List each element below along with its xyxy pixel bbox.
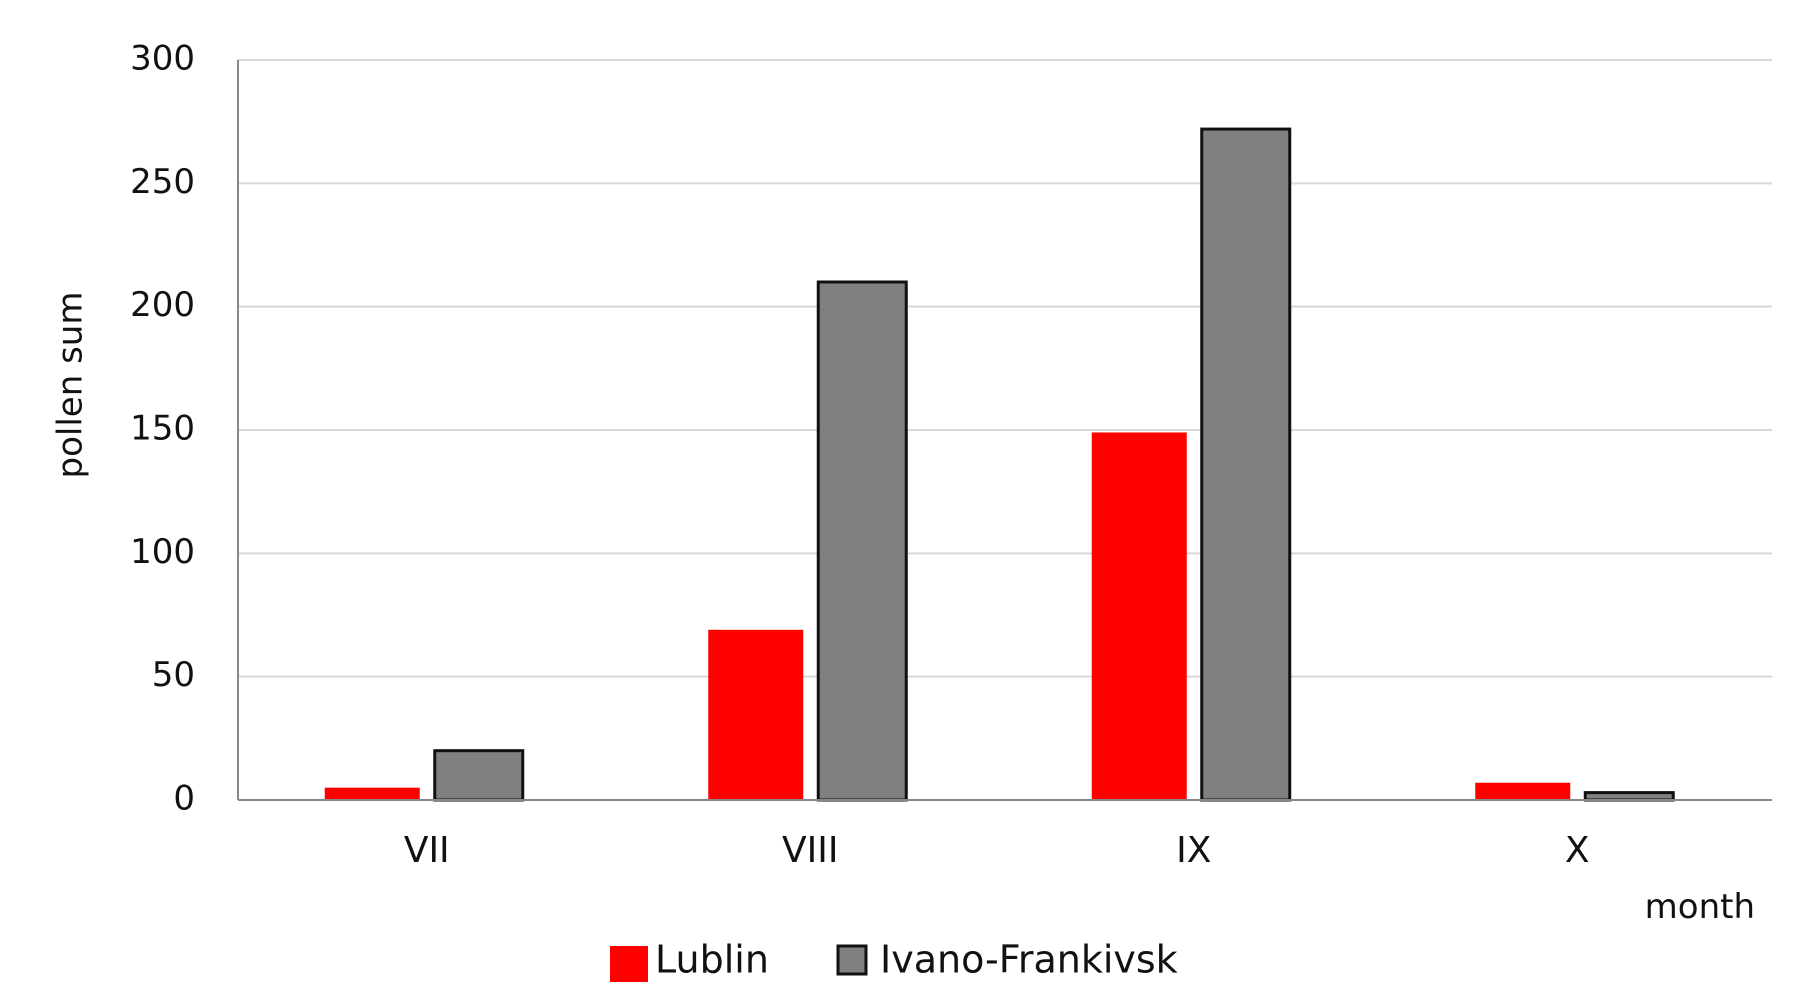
x-category-label: VII [404,830,450,871]
legend-swatch-ivano-frankivsk [836,944,868,976]
legend-swatch-lublin [610,946,648,982]
legend: Lublin Ivano-Frankivsk [610,938,1178,982]
bar-lublin-vii [324,787,420,800]
x-axis-title: month [1645,887,1755,927]
legend-label: Lublin [655,938,769,982]
bar-ivano-frankivsk-x [1583,791,1675,802]
y-tick-label: 200 [130,285,195,325]
axes [237,60,1772,801]
y-tick-label: 50 [152,655,195,695]
gridlines [238,59,1772,678]
y-tick-label: 300 [130,39,195,79]
bars [324,127,1675,802]
bar-ivano-frankivsk-ix [1200,127,1292,802]
y-tick-label: 100 [130,532,195,572]
bar-ivano-frankivsk-vii [433,749,525,802]
x-category-label: VIII [782,830,838,871]
y-axis-ticks: 0 50 100 150 200 250 300 [130,39,195,819]
bar-lublin-ix [1091,432,1187,800]
bar-lublin-viii [708,629,804,800]
bar-ivano-frankivsk-viii [816,280,908,802]
y-tick-label: 0 [173,779,195,819]
y-tick-label: 150 [130,409,195,449]
legend-label: Ivano-Frankivsk [880,938,1178,982]
y-axis-title: pollen sum [51,292,91,479]
x-category-label: IX [1176,830,1211,871]
x-category-label: X [1565,830,1590,871]
bar-lublin-x [1475,782,1571,800]
y-tick-label: 250 [130,162,195,202]
x-axis-categories: VII VIII IX X [404,830,1590,871]
